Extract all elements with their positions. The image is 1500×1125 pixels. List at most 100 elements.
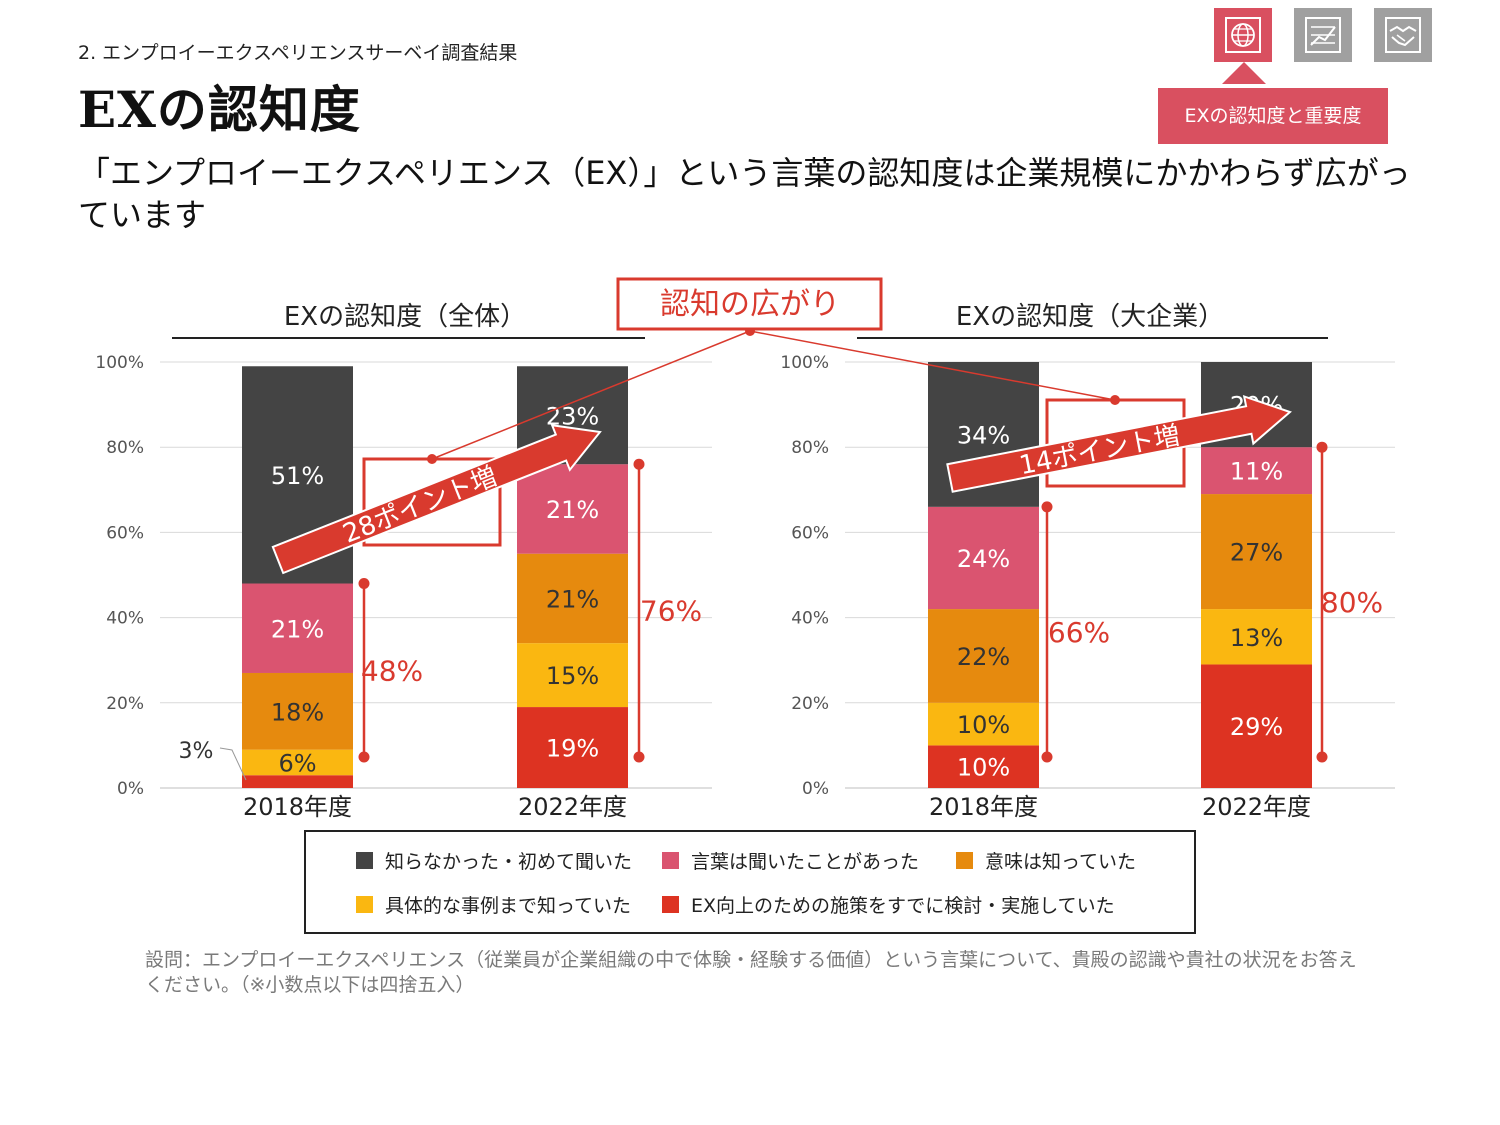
tab-ex-awareness[interactable] <box>1214 8 1272 62</box>
bracket-end-dot <box>633 751 645 763</box>
bar-segment <box>242 775 353 788</box>
page-title: EXの認知度 <box>78 80 361 139</box>
data-label: 27% <box>1230 539 1283 567</box>
tooltip-arrow <box>1222 62 1266 84</box>
globe-icon <box>1225 17 1261 53</box>
bar-segment <box>1201 447 1312 495</box>
y-tick-label: 0% <box>802 779 829 799</box>
y-tick-label: 40% <box>791 609 829 629</box>
data-label: 21% <box>546 496 599 524</box>
bar-segment <box>928 506 1039 610</box>
legend-item-not-known: 知らなかった・初めて聞いた <box>356 846 632 874</box>
data-label: 19% <box>546 735 599 763</box>
bar-segment <box>517 707 628 788</box>
bar-segment <box>1201 609 1312 665</box>
legend-label: EX向上のための施策をすでに検討・実施していた <box>691 894 1115 917</box>
x-category-label: 2018年度 <box>929 793 1038 821</box>
increase-arrow <box>271 423 602 575</box>
bracket-end-dot <box>1041 501 1053 513</box>
bracket-label: 48% <box>361 654 423 687</box>
legend-item-know-meaning: 意味は知っていた <box>956 846 1136 874</box>
legend: 知らなかった・初めて聞いた 言葉は聞いたことがあった 意味は知っていた 具体的な… <box>304 830 1196 934</box>
data-label: 6% <box>278 749 316 777</box>
legend-swatch-not-known <box>356 851 373 869</box>
chart-icon <box>1305 17 1341 53</box>
bar-segment <box>928 745 1039 788</box>
bar-segment <box>242 672 353 750</box>
bracket-end-dot <box>1316 751 1328 763</box>
x-category-label: 2022年度 <box>1202 793 1311 821</box>
bracket-end-dot <box>633 458 645 470</box>
bracket-end-dot <box>1041 751 1053 763</box>
bar-segment <box>1201 494 1312 610</box>
legend-label: 具体的な事例まで知っていた <box>385 894 632 917</box>
legend-label: 言葉は聞いたことがあった <box>691 850 920 873</box>
callout-label: 認知の広がり <box>660 287 840 322</box>
legend-swatch-heard <box>662 851 679 869</box>
bracket-end-dot <box>358 751 370 763</box>
y-tick-label: 40% <box>106 609 144 629</box>
bracket-end-dot <box>358 578 370 590</box>
legend-swatch-know-examples <box>356 895 373 913</box>
legend-label: 意味は知っていた <box>985 850 1137 873</box>
increase-arrow <box>946 394 1292 493</box>
breadcrumb: 2. エンプロイーエクスペリエンスサーベイ調査結果 <box>78 42 518 64</box>
handshake-icon <box>1385 17 1421 53</box>
x-category-label: 2018年度 <box>243 793 352 821</box>
data-label: 11% <box>1230 458 1283 486</box>
callout-box <box>616 277 883 331</box>
section-nav <box>1214 8 1436 64</box>
bracket-label: 66% <box>1048 616 1110 649</box>
y-tick-label: 20% <box>791 694 829 714</box>
bar-segment <box>517 553 628 644</box>
data-label: 15% <box>546 662 599 690</box>
data-label: 24% <box>957 545 1010 573</box>
footnote: 設問：エンプロイーエクスペリエンス（従業員が企業組織の中で体験・経験する価値）と… <box>145 949 1357 996</box>
legend-label: 知らなかった・初めて聞いた <box>385 850 633 873</box>
y-tick-label: 80% <box>106 438 144 458</box>
bar-segment <box>242 749 353 776</box>
data-label: 10% <box>957 754 1010 782</box>
callout-connector-dot <box>427 454 437 464</box>
headline: 「エンプロイーエクスペリエンス（EX）」という言葉の認知度は企業規模にかかわらず… <box>78 154 1411 234</box>
bar-segment <box>517 643 628 708</box>
legend-swatch-considering <box>662 895 679 913</box>
data-label: 34% <box>957 421 1010 449</box>
awareness-charts: EXの認知度（全体） 0% 20% 40% 60% 80% 100% 6% 18% 21% 51% 2… <box>95 277 1395 821</box>
data-label: 29% <box>1230 713 1283 741</box>
callout-connector <box>431 330 751 460</box>
outside-data-label: 3% <box>179 739 214 764</box>
x-category-label: 2022年度 <box>518 793 627 821</box>
chart-title: EXの認知度（大企業） <box>956 302 1224 332</box>
y-tick-label: 60% <box>791 523 829 543</box>
data-label: 51% <box>271 462 324 490</box>
y-tick-label: 80% <box>791 438 829 458</box>
bar-segment <box>242 583 353 673</box>
callout-connector-dot <box>1110 395 1120 405</box>
y-tick-label: 20% <box>106 694 144 714</box>
nav-tooltip: EXの認知度と重要度 <box>1158 88 1388 144</box>
data-label: 13% <box>1230 624 1283 652</box>
bar-segment <box>1201 664 1312 788</box>
tab-handshake[interactable] <box>1374 8 1432 62</box>
outside-label-leader <box>219 747 247 781</box>
legend-swatch-know-meaning <box>956 851 973 869</box>
data-label: 21% <box>546 585 599 613</box>
data-label: 21% <box>271 615 324 643</box>
data-label: 22% <box>957 643 1010 671</box>
increase-label: 14ポイント増 <box>1017 421 1183 482</box>
data-label: 10% <box>957 711 1010 739</box>
data-label: 18% <box>271 698 324 726</box>
callout-connector <box>749 330 1116 401</box>
bar-segment <box>517 464 628 554</box>
bar-segment <box>928 702 1039 746</box>
legend-item-heard: 言葉は聞いたことがあった <box>662 846 919 874</box>
legend-item-considering: EX向上のための施策をすでに検討・実施していた <box>662 890 1115 918</box>
bar-segment <box>928 609 1039 703</box>
tab-chart[interactable] <box>1294 8 1352 62</box>
y-tick-label: 100% <box>780 353 829 373</box>
y-tick-label: 0% <box>117 779 144 799</box>
y-tick-label: 100% <box>95 353 144 373</box>
y-tick-label: 60% <box>106 523 144 543</box>
bracket-end-dot <box>1316 441 1328 453</box>
